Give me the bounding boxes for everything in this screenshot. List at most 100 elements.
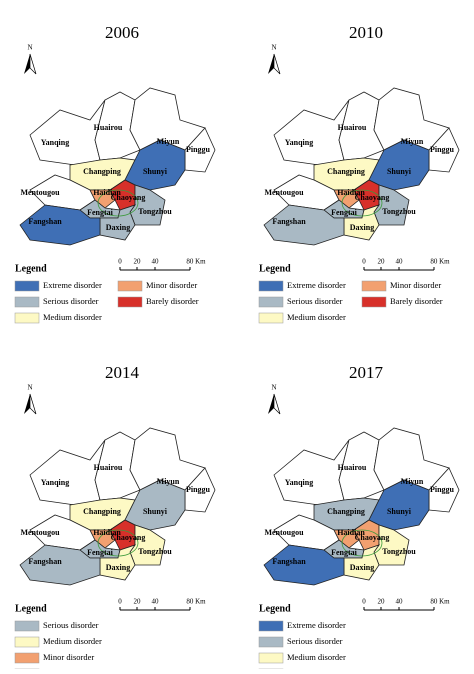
district-label: Fangshan: [28, 217, 62, 226]
district: [29, 439, 106, 506]
district: [19, 204, 101, 246]
scale-label: 40: [152, 598, 160, 606]
north-arrow: [268, 54, 274, 74]
legend-label: Serious disorder: [287, 296, 343, 306]
district-label: Tongzhou: [382, 207, 416, 216]
legend-swatch: [258, 280, 284, 292]
district-label: Pinggu: [430, 145, 455, 154]
year-title: 2014: [105, 363, 140, 382]
legend-label: Serious disorder: [287, 636, 343, 646]
district: [273, 99, 350, 166]
district: [263, 204, 345, 246]
legend-swatch: [14, 312, 40, 324]
district-label: Huairou: [94, 123, 123, 132]
scale-label: 0: [118, 258, 122, 266]
district-label: Huairou: [94, 463, 123, 472]
district-label: Mentougou: [264, 528, 304, 537]
scale-label: 20: [378, 598, 386, 606]
legend-label: Medium disorder: [287, 652, 346, 662]
legend-swatch: [258, 296, 284, 308]
north-arrow: [29, 393, 37, 415]
district-label: Changping: [83, 167, 121, 176]
legend-swatch: [14, 296, 40, 308]
district-label: Fangshan: [272, 217, 306, 226]
district-label: Chaoyang: [111, 193, 146, 202]
north-arrow: [24, 394, 30, 414]
district-label: Tongzhou: [382, 547, 416, 556]
district-label: Fengtai: [331, 208, 358, 217]
district-label: Mentougou: [20, 528, 60, 537]
north-arrow: [273, 393, 281, 415]
district-label: Fengtai: [87, 548, 114, 557]
scale-label: 20: [134, 258, 142, 266]
district-label: Fengtai: [331, 548, 358, 557]
district-label: Miyun: [401, 477, 424, 486]
district-label: Shunyi: [387, 507, 412, 516]
legend-swatch: [117, 296, 143, 308]
legend-swatch: [258, 312, 284, 324]
district: [333, 529, 360, 549]
district-label: Haidian: [337, 528, 365, 537]
district-label: Chaoyang: [355, 193, 390, 202]
district-label: Miyun: [401, 137, 424, 146]
north-label: N: [271, 384, 276, 392]
scale-label: 0: [362, 258, 366, 266]
district-label: Yanqing: [41, 138, 69, 147]
district-label: Mentougou: [264, 188, 304, 197]
scale-label: 0: [362, 598, 366, 606]
district: [343, 544, 381, 581]
district-label: Shunyi: [143, 167, 168, 176]
legend-label: Medium disorder: [43, 312, 102, 322]
legend-label: Medium disorder: [43, 636, 102, 646]
district-label: Changping: [83, 507, 121, 516]
scale-label: 80 Km: [430, 258, 450, 266]
district: [19, 544, 101, 586]
north-arrow: [268, 394, 274, 414]
district: [29, 99, 106, 166]
legend-label: Minor disorder: [390, 280, 441, 290]
district: [273, 439, 350, 506]
district-label: Yanqing: [285, 138, 313, 147]
legend-swatch: [361, 296, 387, 308]
year-title: 2006: [105, 23, 139, 42]
district-label: Daxing: [350, 563, 374, 572]
scale-label: 80 Km: [430, 598, 450, 606]
year-title: 2010: [349, 23, 383, 42]
district: [89, 529, 116, 549]
scale-label: 40: [152, 258, 160, 266]
district-label: Fangshan: [28, 557, 62, 566]
district-label: Miyun: [157, 477, 180, 486]
legend-swatch: [14, 636, 40, 648]
ring-road: [341, 529, 383, 557]
district: [99, 544, 137, 581]
north-arrow: [273, 53, 281, 75]
north-arrow: [29, 53, 37, 75]
district-label: Chaoyang: [111, 533, 146, 542]
legend-swatch: [258, 652, 284, 664]
district-label: Haidian: [93, 188, 121, 197]
legend-label: Minor disorder: [146, 280, 197, 290]
district: [99, 204, 137, 241]
scale-label: 20: [134, 598, 142, 606]
district-label: Haidian: [337, 188, 365, 197]
district-label: Tongzhou: [138, 207, 172, 216]
legend-swatch: [14, 620, 40, 632]
district-label: Shunyi: [387, 167, 412, 176]
legend-title: Legend: [15, 603, 47, 614]
legend-title: Legend: [259, 263, 291, 274]
ring-road: [97, 529, 139, 557]
north-label: N: [27, 44, 32, 52]
legend-label: Serious disorder: [43, 296, 99, 306]
district-label: Changping: [327, 507, 365, 516]
legend-swatch: [14, 280, 40, 292]
legend-swatch: [258, 636, 284, 648]
district-label: Daxing: [106, 223, 130, 232]
district-label: Yanqing: [285, 478, 313, 487]
district-label: Chaoyang: [355, 533, 390, 542]
district: [263, 544, 345, 586]
district: [333, 189, 360, 209]
district-label: Mentougou: [20, 188, 60, 197]
legend-label: Serious disorder: [43, 620, 99, 630]
district-label: Miyun: [157, 137, 180, 146]
legend-label: Extreme disorder: [287, 620, 346, 630]
